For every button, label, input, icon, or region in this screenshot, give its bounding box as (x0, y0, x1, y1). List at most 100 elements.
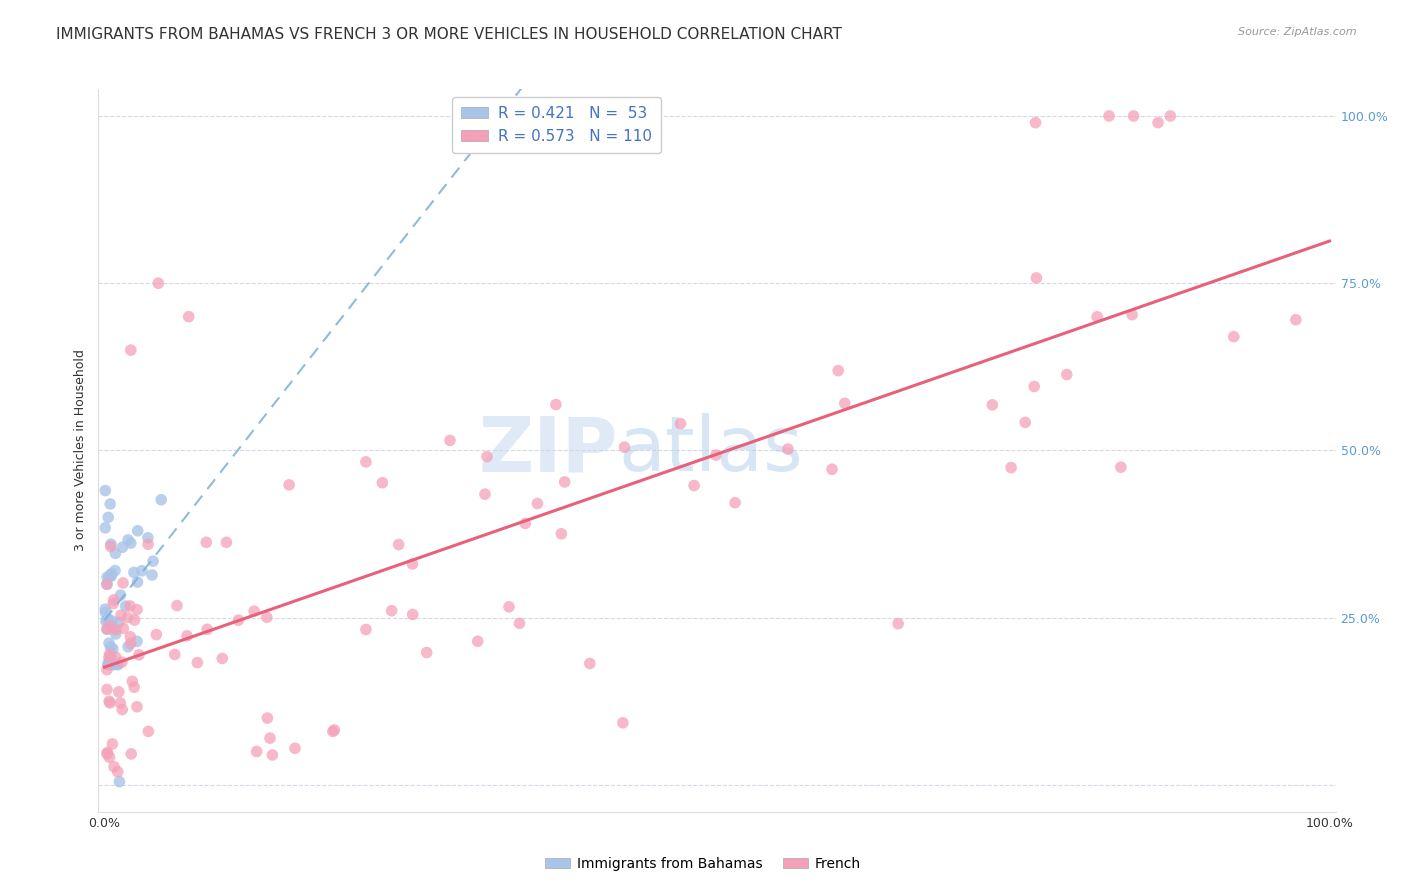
Legend: Immigrants from Bahamas, French: Immigrants from Bahamas, French (540, 851, 866, 876)
Point (94, 606, 117, 620)
Point (103, 657, 125, 672)
Point (467, 634, 489, 648)
Point (1223, 329, 1246, 343)
Point (98, 497, 121, 511)
Point (145, 627, 167, 641)
Point (1121, 308, 1143, 322)
Point (120, 536, 142, 550)
Point (103, 760, 125, 774)
Point (100, 657, 122, 672)
Point (101, 737, 124, 751)
Point (97, 611, 120, 625)
Point (100, 566, 122, 581)
Point (98, 650, 121, 665)
Point (97, 746, 120, 760)
Point (122, 680, 145, 694)
Point (96, 577, 118, 591)
Point (110, 608, 132, 623)
Point (1024, 379, 1046, 393)
Point (704, 448, 727, 462)
Point (323, 723, 346, 737)
Point (94, 602, 117, 616)
Point (1025, 271, 1047, 285)
Point (125, 634, 148, 648)
Text: ZIP: ZIP (478, 414, 619, 487)
Point (98, 636, 121, 650)
Point (104, 649, 127, 664)
Point (322, 724, 344, 739)
Point (96, 682, 118, 697)
Point (509, 616, 531, 631)
Text: IMMIGRANTS FROM BAHAMAS VS FRENCH 3 OR MORE VEHICLES IN HOUSEHOLD CORRELATION CH: IMMIGRANTS FROM BAHAMAS VS FRENCH 3 OR M… (56, 27, 842, 42)
Point (98, 619, 121, 633)
Point (100, 567, 122, 582)
Point (104, 627, 127, 641)
Point (228, 613, 250, 627)
Point (101, 622, 124, 636)
Point (1000, 460, 1022, 475)
Point (98, 657, 121, 672)
Point (354, 623, 377, 637)
Point (1014, 416, 1036, 430)
Point (136, 531, 159, 545)
Point (117, 533, 139, 547)
Point (439, 434, 461, 448)
Point (98, 654, 121, 668)
Point (104, 546, 127, 560)
Point (683, 478, 706, 492)
Point (176, 629, 198, 643)
Point (111, 576, 134, 591)
Point (108, 615, 131, 630)
Point (474, 487, 496, 501)
Point (166, 599, 188, 613)
Point (526, 496, 548, 510)
Point (96, 577, 118, 591)
Point (1159, 109, 1181, 123)
Point (100, 537, 122, 551)
Point (96, 570, 118, 584)
Legend: R = 0.421   N =  53, R = 0.573   N = 110: R = 0.421 N = 53, R = 0.573 N = 110 (451, 97, 661, 153)
Point (1109, 460, 1132, 475)
Point (544, 398, 567, 412)
Point (1147, 116, 1170, 130)
Text: atlas: atlas (619, 414, 803, 487)
Point (256, 610, 278, 624)
Point (515, 516, 537, 531)
Point (284, 741, 307, 756)
Point (100, 649, 122, 664)
Point (100, 540, 122, 554)
Point (97, 613, 120, 627)
Point (104, 564, 127, 578)
Point (381, 604, 404, 618)
Point (498, 599, 520, 614)
Point (94, 483, 117, 498)
Point (246, 744, 269, 758)
Point (94, 615, 117, 629)
Point (100, 640, 122, 654)
Point (278, 478, 301, 492)
Point (97, 510, 120, 524)
Point (834, 396, 856, 410)
Point (110, 588, 132, 602)
Point (111, 655, 134, 669)
Point (613, 440, 636, 454)
Point (981, 398, 1004, 412)
Point (101, 641, 124, 656)
Point (96, 623, 118, 637)
Point (131, 564, 153, 578)
Point (101, 597, 124, 611)
Point (111, 541, 134, 555)
Point (105, 657, 128, 672)
Point (98, 750, 121, 764)
Text: Source: ZipAtlas.com: Source: ZipAtlas.com (1239, 27, 1357, 37)
Point (101, 657, 124, 672)
Point (215, 535, 238, 549)
Point (101, 614, 124, 628)
Point (118, 599, 141, 613)
Point (177, 310, 200, 324)
Point (122, 566, 145, 580)
Point (98, 569, 121, 583)
Point (127, 524, 149, 538)
Y-axis label: 3 or more Vehicles in Household: 3 or more Vehicles in Household (75, 350, 87, 551)
Point (195, 623, 218, 637)
